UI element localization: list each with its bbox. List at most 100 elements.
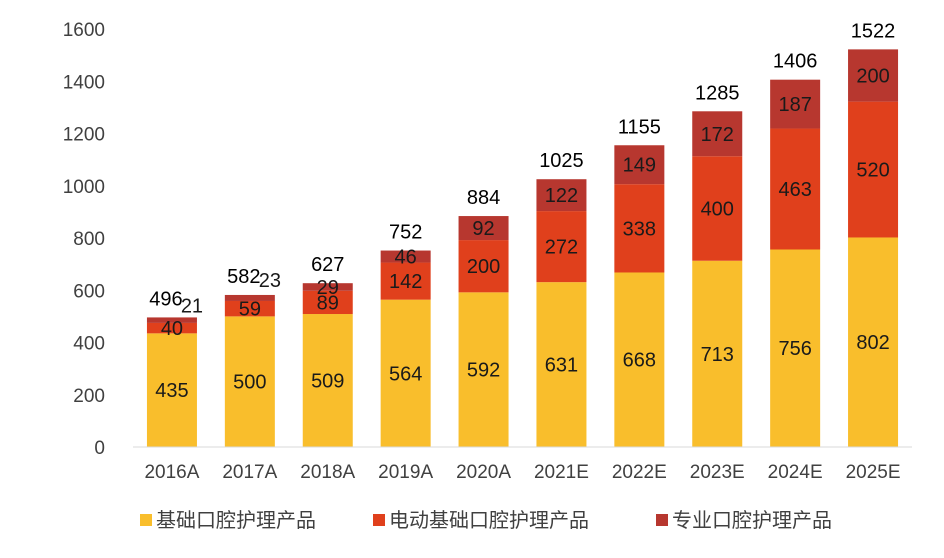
segment-value-label: 29 [317, 277, 339, 299]
bar-segment [614, 145, 665, 185]
segment-value-label: 400 [701, 198, 734, 220]
segment-value-label: 592 [467, 360, 500, 382]
bar-segment [380, 299, 431, 447]
segment-value-label: 338 [623, 218, 656, 240]
total-value-label: 582 [227, 266, 260, 288]
bar-segment [224, 300, 275, 317]
segment-value-label: 564 [389, 363, 422, 385]
segment-value-label: 435 [155, 380, 188, 402]
total-value-label: 627 [311, 254, 344, 276]
segment-value-label: 631 [545, 355, 578, 377]
x-tick-label: 2017A [222, 462, 277, 483]
segment-value-label: 46 [395, 247, 417, 269]
bar-segment [224, 294, 275, 301]
bar-segment [770, 249, 821, 447]
segment-value-label: 520 [856, 160, 889, 182]
bar-segment [614, 272, 665, 447]
legend-item: 基础口腔护理产品 [140, 509, 316, 532]
bar-segment [692, 260, 743, 447]
y-tick-label: 1400 [63, 72, 105, 93]
legend-label: 电动基础口腔护理产品 [389, 509, 589, 532]
y-tick-label: 1000 [63, 177, 105, 198]
segment-value-label: 92 [472, 218, 494, 240]
total-value-label: 1285 [695, 82, 740, 104]
legend-label: 专业口腔护理产品 [672, 509, 832, 532]
bar-segment [848, 49, 899, 102]
x-tick-label: 2021E [534, 462, 589, 483]
bar-segment [146, 333, 197, 447]
y-tick-label: 800 [73, 229, 105, 250]
bar-segment [770, 128, 821, 250]
segment-value-label: 713 [701, 344, 734, 366]
total-value-label: 1155 [618, 116, 661, 138]
bar-segment [614, 184, 665, 273]
total-labels: 496 582 627 752 884 1025 1155 1285 1406 1522 [149, 20, 895, 310]
bar-segment [146, 317, 197, 323]
x-tick-label: 2019A [378, 462, 433, 483]
y-tick-label: 200 [73, 386, 105, 407]
segment-value-label: 172 [701, 124, 734, 146]
y-tick-label: 400 [73, 334, 105, 355]
segment-value-label: 40 [161, 318, 183, 340]
segment-value-label: 463 [778, 179, 811, 201]
segment-value-label: 149 [623, 155, 656, 177]
segment-value-label: 200 [467, 256, 500, 278]
legend: 基础口腔护理产品 电动基础口腔护理产品 专业口腔护理产品 [140, 509, 832, 532]
x-tick-label: 2024E [768, 462, 823, 483]
segment-value-label: 23 [259, 270, 281, 292]
y-axis: 0 200 400 600 800 1000 1200 1400 1600 [63, 20, 105, 459]
bars [146, 49, 899, 447]
total-value-label: 496 [149, 288, 182, 310]
segment-value-label: 89 [317, 292, 339, 314]
x-tick-label: 2020A [456, 462, 511, 483]
y-tick-label: 1600 [63, 20, 105, 41]
x-tick-label: 2023E [690, 462, 745, 483]
legend-item: 专业口腔护理产品 [656, 509, 832, 532]
bar-segment [380, 250, 431, 263]
legend-swatch [140, 514, 152, 526]
segment-value-label: 200 [856, 66, 889, 88]
x-tick-label: 2016A [144, 462, 199, 483]
bar-segment [146, 322, 197, 334]
bar-segment [380, 262, 431, 300]
total-value-label: 1025 [539, 150, 584, 172]
bar-segment [458, 240, 509, 293]
bar-segment [536, 179, 587, 212]
bar-segment [458, 216, 509, 241]
y-tick-label: 1200 [63, 125, 105, 146]
legend-swatch [656, 514, 668, 526]
segment-value-label: 668 [623, 350, 656, 372]
segment-value-label: 756 [778, 338, 811, 360]
x-axis: 2016A 2017A 2018A 2019A 2020A 2021E 2022E 2023E… [144, 462, 900, 483]
bar-segment [536, 211, 587, 283]
y-tick-label: 600 [73, 281, 105, 302]
segment-value-label: 500 [233, 372, 266, 394]
bar-segment [302, 283, 353, 291]
segment-value-label: 187 [778, 94, 811, 116]
bar-segment [692, 156, 743, 261]
bar-segment [848, 101, 899, 238]
segment-value-label: 122 [545, 185, 578, 207]
bar-segment [458, 292, 509, 447]
x-tick-label: 2025E [846, 462, 901, 483]
total-value-label: 884 [467, 187, 500, 209]
segment-value-label: 272 [545, 237, 578, 259]
bar-segment [302, 314, 353, 447]
total-value-label: 1522 [851, 20, 896, 42]
bar-segment [692, 111, 743, 157]
total-value-label: 752 [389, 222, 422, 244]
legend-swatch [373, 514, 385, 526]
x-tick-label: 2018A [300, 462, 355, 483]
segment-value-label: 509 [311, 371, 344, 393]
segment-value-label: 142 [389, 271, 422, 293]
legend-item: 电动基础口腔护理产品 [373, 509, 589, 532]
total-value-label: 1406 [773, 51, 818, 73]
bar-segment [224, 316, 275, 447]
bar-segment [536, 282, 587, 447]
y-tick-label: 0 [94, 438, 105, 459]
segment-value-label: 59 [239, 299, 261, 321]
legend-label: 基础口腔护理产品 [156, 509, 316, 532]
segment-value-label: 802 [856, 332, 889, 354]
